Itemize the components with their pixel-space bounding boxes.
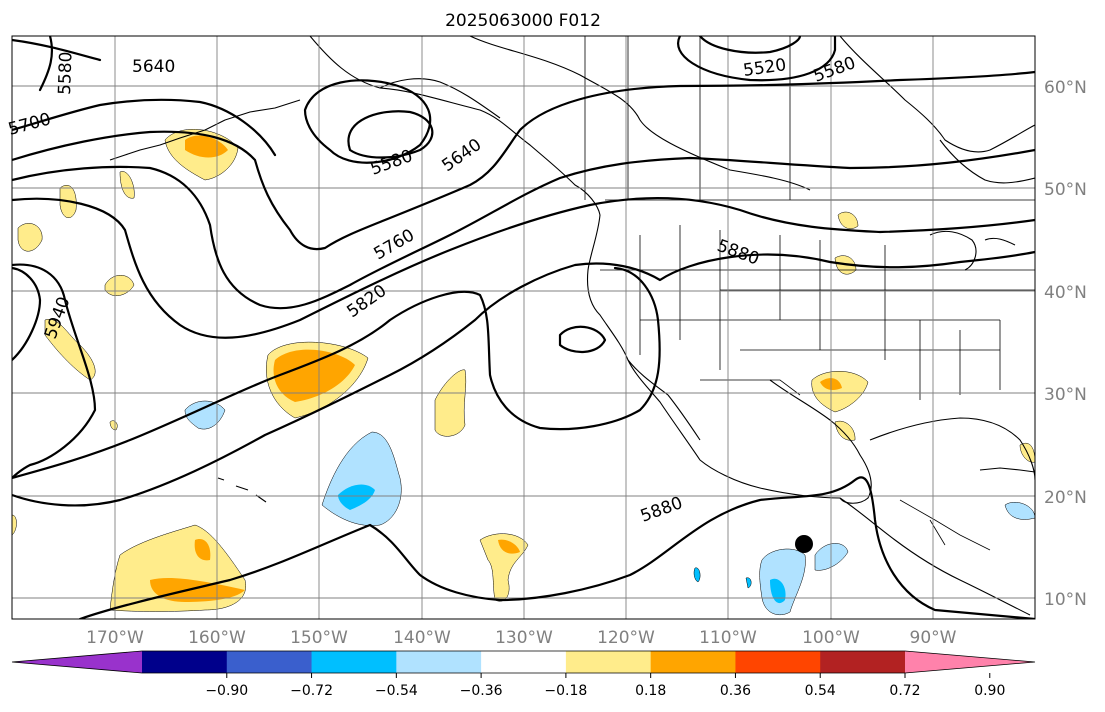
gridlines [12,36,1035,619]
map-area [12,36,1035,619]
longitude-labels: 170°W 160°W 150°W 140°W 130°W 120°W 110°… [86,628,957,648]
colorbar-segments [11,650,1036,674]
lon-label: 100°W [802,628,860,648]
colorbar-tick-label: 0.18 [635,683,666,699]
lon-label: 170°W [86,628,144,648]
colorbar-ticks: −0.90 −0.72 −0.54 −0.36 −0.18 0.18 0.36 0.54 0.7… [205,673,1005,699]
colorbar-tick-label: −0.90 [205,683,248,699]
lon-label: 160°W [188,628,246,648]
colorbar-segment [226,651,313,673]
lat-label: 10°N [1044,590,1087,610]
colorbar: −0.90 −0.72 −0.54 −0.36 −0.18 0.18 0.36 0.54 0.7… [11,650,1036,699]
colorbar-outline [11,650,1036,674]
positive-anomaly-shading [12,129,1035,612]
contour-label: 5640 [132,57,175,77]
lat-label: 40°N [1044,283,1087,303]
colorbar-tick-label: 0.72 [889,683,920,699]
colorbar-tick-label: −0.18 [544,683,587,699]
colorbar-segment [565,651,652,673]
colorbar-tick-label: −0.54 [375,683,418,699]
colorbar-tick-label: 0.36 [720,683,751,699]
latitude-labels: 60°N 50°N 40°N 30°N 20°N 10°N [1044,78,1087,610]
colorbar-segment [650,651,736,673]
colorbar-extend-low [12,651,142,673]
lon-label: 110°W [699,628,757,648]
colorbar-segment [820,651,906,673]
map-title: 2025063000 F012 [445,11,601,31]
colorbar-segment [481,651,567,673]
lon-label: 90°W [910,628,957,648]
lat-label: 60°N [1044,78,1087,98]
colorbar-tick-label: −0.72 [290,683,333,699]
coastlines [109,36,1035,616]
colorbar-segment [142,651,228,673]
lat-label: 50°N [1044,180,1087,200]
colorbar-tick-label: 0.90 [974,683,1005,699]
colorbar-extend-high [905,651,1035,673]
colorbar-tick-label: 0.54 [805,683,836,699]
colorbar-tick-label: −0.36 [460,683,503,699]
political-borders [584,36,1035,551]
height-contours [12,36,1035,619]
lon-label: 120°W [597,628,655,648]
contour-label: 5580 [55,51,76,95]
lon-label: 140°W [393,628,451,648]
lon-label: 150°W [290,628,348,648]
lat-label: 30°N [1044,385,1087,405]
colorbar-segment [311,651,397,673]
lon-label: 130°W [495,628,553,648]
location-marker [795,535,813,553]
map-frame [11,35,1036,620]
colorbar-segment [735,651,821,673]
colorbar-segment [396,651,482,673]
lat-label: 20°N [1044,488,1087,508]
